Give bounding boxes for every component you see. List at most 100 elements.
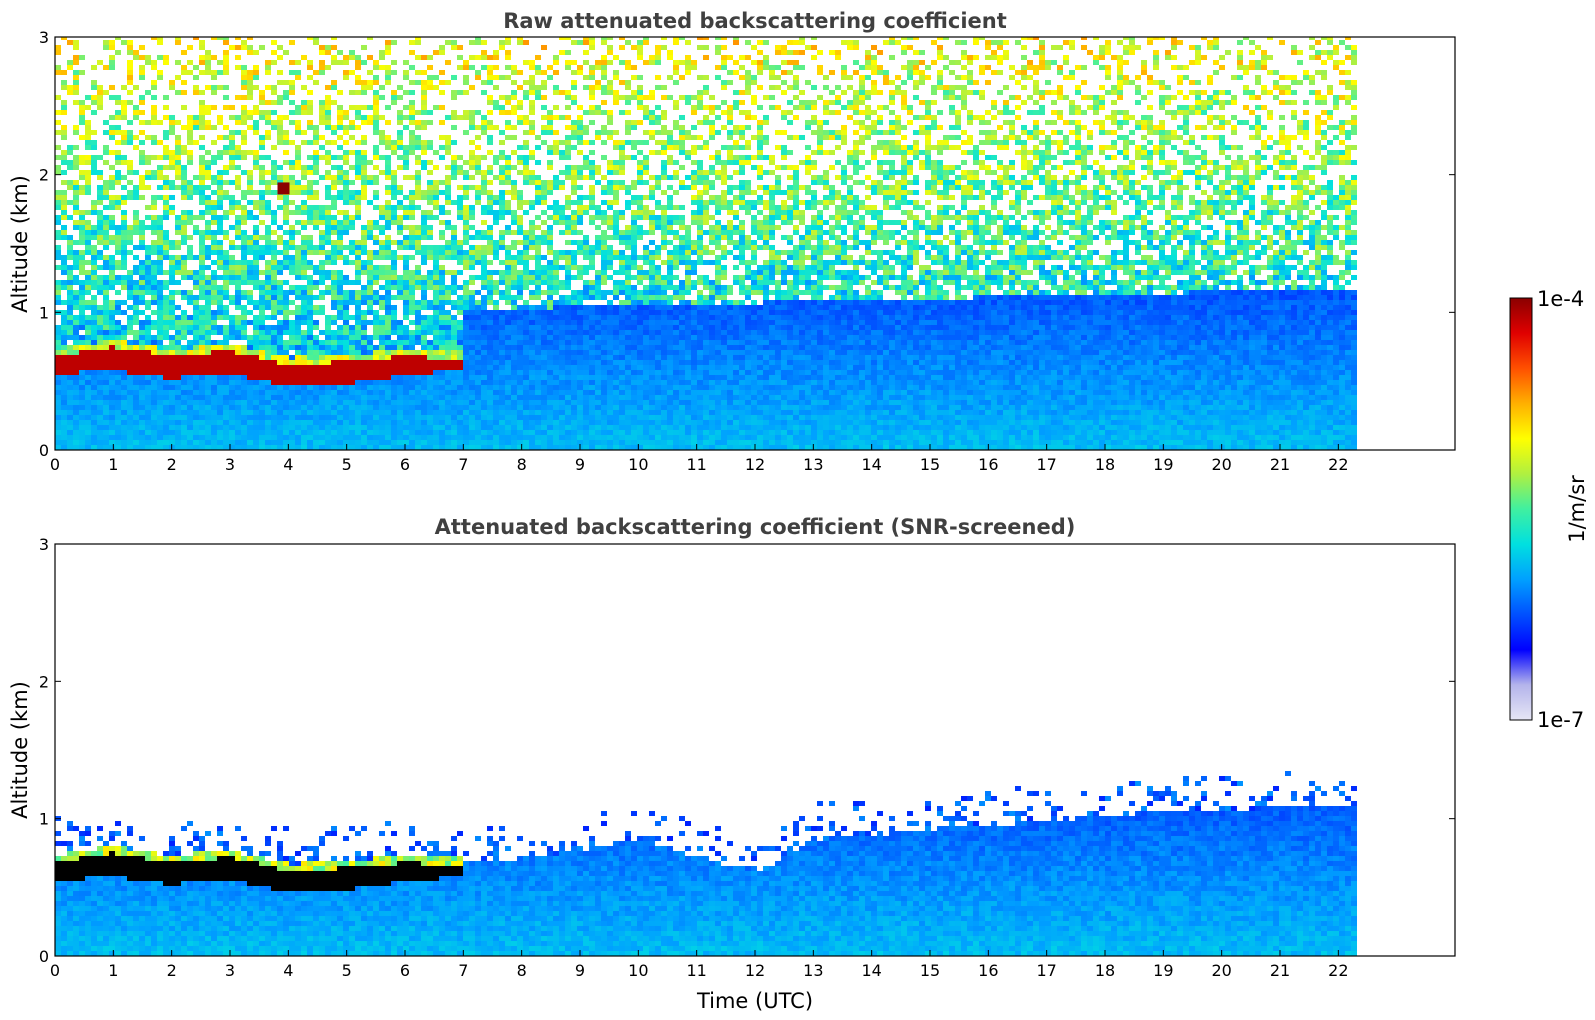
heatmap-cell (427, 110, 433, 115)
heatmap-cell (187, 270, 193, 275)
heatmap-cell (361, 360, 367, 365)
heatmap-cell (313, 335, 319, 340)
heatmap-cell (553, 325, 559, 330)
heatmap-cell (313, 305, 319, 310)
heatmap-cell (193, 315, 199, 320)
heatmap-cell (385, 135, 391, 140)
heatmap-cell (391, 365, 397, 370)
heatmap-cell (91, 345, 97, 350)
heatmap-cell (403, 145, 409, 150)
heatmap-cell (433, 260, 439, 265)
heatmap-cell (85, 185, 91, 190)
heatmap-cell (445, 430, 451, 435)
heatmap-cell (55, 280, 61, 285)
heatmap-cell (505, 245, 511, 250)
heatmap-cell (343, 130, 349, 135)
heatmap-cell (385, 70, 391, 75)
heatmap-cell (379, 355, 385, 360)
heatmap-cell (121, 325, 127, 330)
heatmap-cell (421, 110, 427, 115)
heatmap-cell (121, 330, 127, 335)
heatmap-cell (349, 225, 355, 230)
heatmap-cell (73, 225, 79, 230)
heatmap-cell (97, 385, 103, 390)
heatmap-cell (181, 105, 187, 110)
heatmap-cell (523, 265, 529, 270)
heatmap-cell (517, 255, 523, 260)
heatmap-cell (511, 345, 517, 350)
heatmap-cell (379, 115, 385, 120)
heatmap-cell (247, 85, 253, 90)
heatmap-cell (85, 105, 91, 110)
heatmap-cell (307, 380, 313, 385)
heatmap-cell (109, 95, 115, 100)
heatmap-cell (535, 235, 541, 240)
heatmap-cell (67, 430, 73, 435)
heatmap-cell (103, 255, 109, 260)
heatmap-cell (259, 190, 265, 195)
heatmap-cell (91, 420, 97, 425)
heatmap-cell (469, 395, 475, 400)
heatmap-cell (187, 115, 193, 120)
heatmap-cell (397, 85, 403, 90)
heatmap-cell (241, 425, 247, 430)
heatmap-cell (451, 155, 457, 160)
heatmap-cell (331, 340, 337, 345)
heatmap-cell (157, 380, 163, 385)
heatmap-cell (391, 295, 397, 300)
heatmap-cell (91, 80, 97, 85)
heatmap-cell (103, 245, 109, 250)
heatmap-cell (451, 75, 457, 80)
heatmap-cell (415, 435, 421, 440)
heatmap-cell (421, 215, 427, 220)
heatmap-cell (151, 325, 157, 330)
heatmap-cell (205, 330, 211, 335)
heatmap-cell (169, 315, 175, 320)
heatmap-cell (283, 345, 289, 350)
heatmap-cell (499, 275, 505, 280)
heatmap-cell (157, 310, 163, 315)
heatmap-cell (259, 110, 265, 115)
heatmap-cell (301, 425, 307, 430)
heatmap-cell (145, 340, 151, 345)
heatmap-cell (61, 195, 67, 200)
heatmap-cell (103, 195, 109, 200)
heatmap-cell (433, 350, 439, 355)
heatmap-cell (361, 340, 367, 345)
heatmap-cell (97, 390, 103, 395)
heatmap-cell (541, 130, 547, 135)
heatmap-cell (289, 375, 295, 380)
heatmap-cell (325, 315, 331, 320)
heatmap-cell (157, 120, 163, 125)
heatmap-cell (379, 85, 385, 90)
heatmap-cell (133, 105, 139, 110)
heatmap-cell (475, 370, 481, 375)
heatmap-cell (265, 405, 271, 410)
heatmap-cell (283, 245, 289, 250)
heatmap-cell (193, 275, 199, 280)
heatmap-cell (211, 245, 217, 250)
heatmap-cell (265, 230, 271, 235)
heatmap-cell (313, 285, 319, 290)
heatmap-cell (517, 420, 523, 425)
heatmap-cell (373, 355, 379, 360)
heatmap-cell (307, 430, 313, 435)
heatmap-cell (151, 375, 157, 380)
heatmap-cell (211, 200, 217, 205)
heatmap-cell (247, 170, 253, 175)
heatmap-cell (175, 445, 181, 450)
heatmap-cell (265, 235, 271, 240)
heatmap-cell (85, 400, 91, 405)
heatmap-cell (367, 250, 373, 255)
heatmap-cell (337, 415, 343, 420)
heatmap-cell (265, 245, 271, 250)
heatmap-cell (55, 220, 61, 225)
heatmap-cell (307, 290, 313, 295)
heatmap-cell (565, 380, 571, 385)
heatmap-cell (139, 325, 145, 330)
heatmap-cell (421, 395, 427, 400)
heatmap-cell (271, 390, 277, 395)
heatmap-cell (277, 410, 283, 415)
heatmap-cell (271, 245, 277, 250)
heatmap-cell (187, 390, 193, 395)
